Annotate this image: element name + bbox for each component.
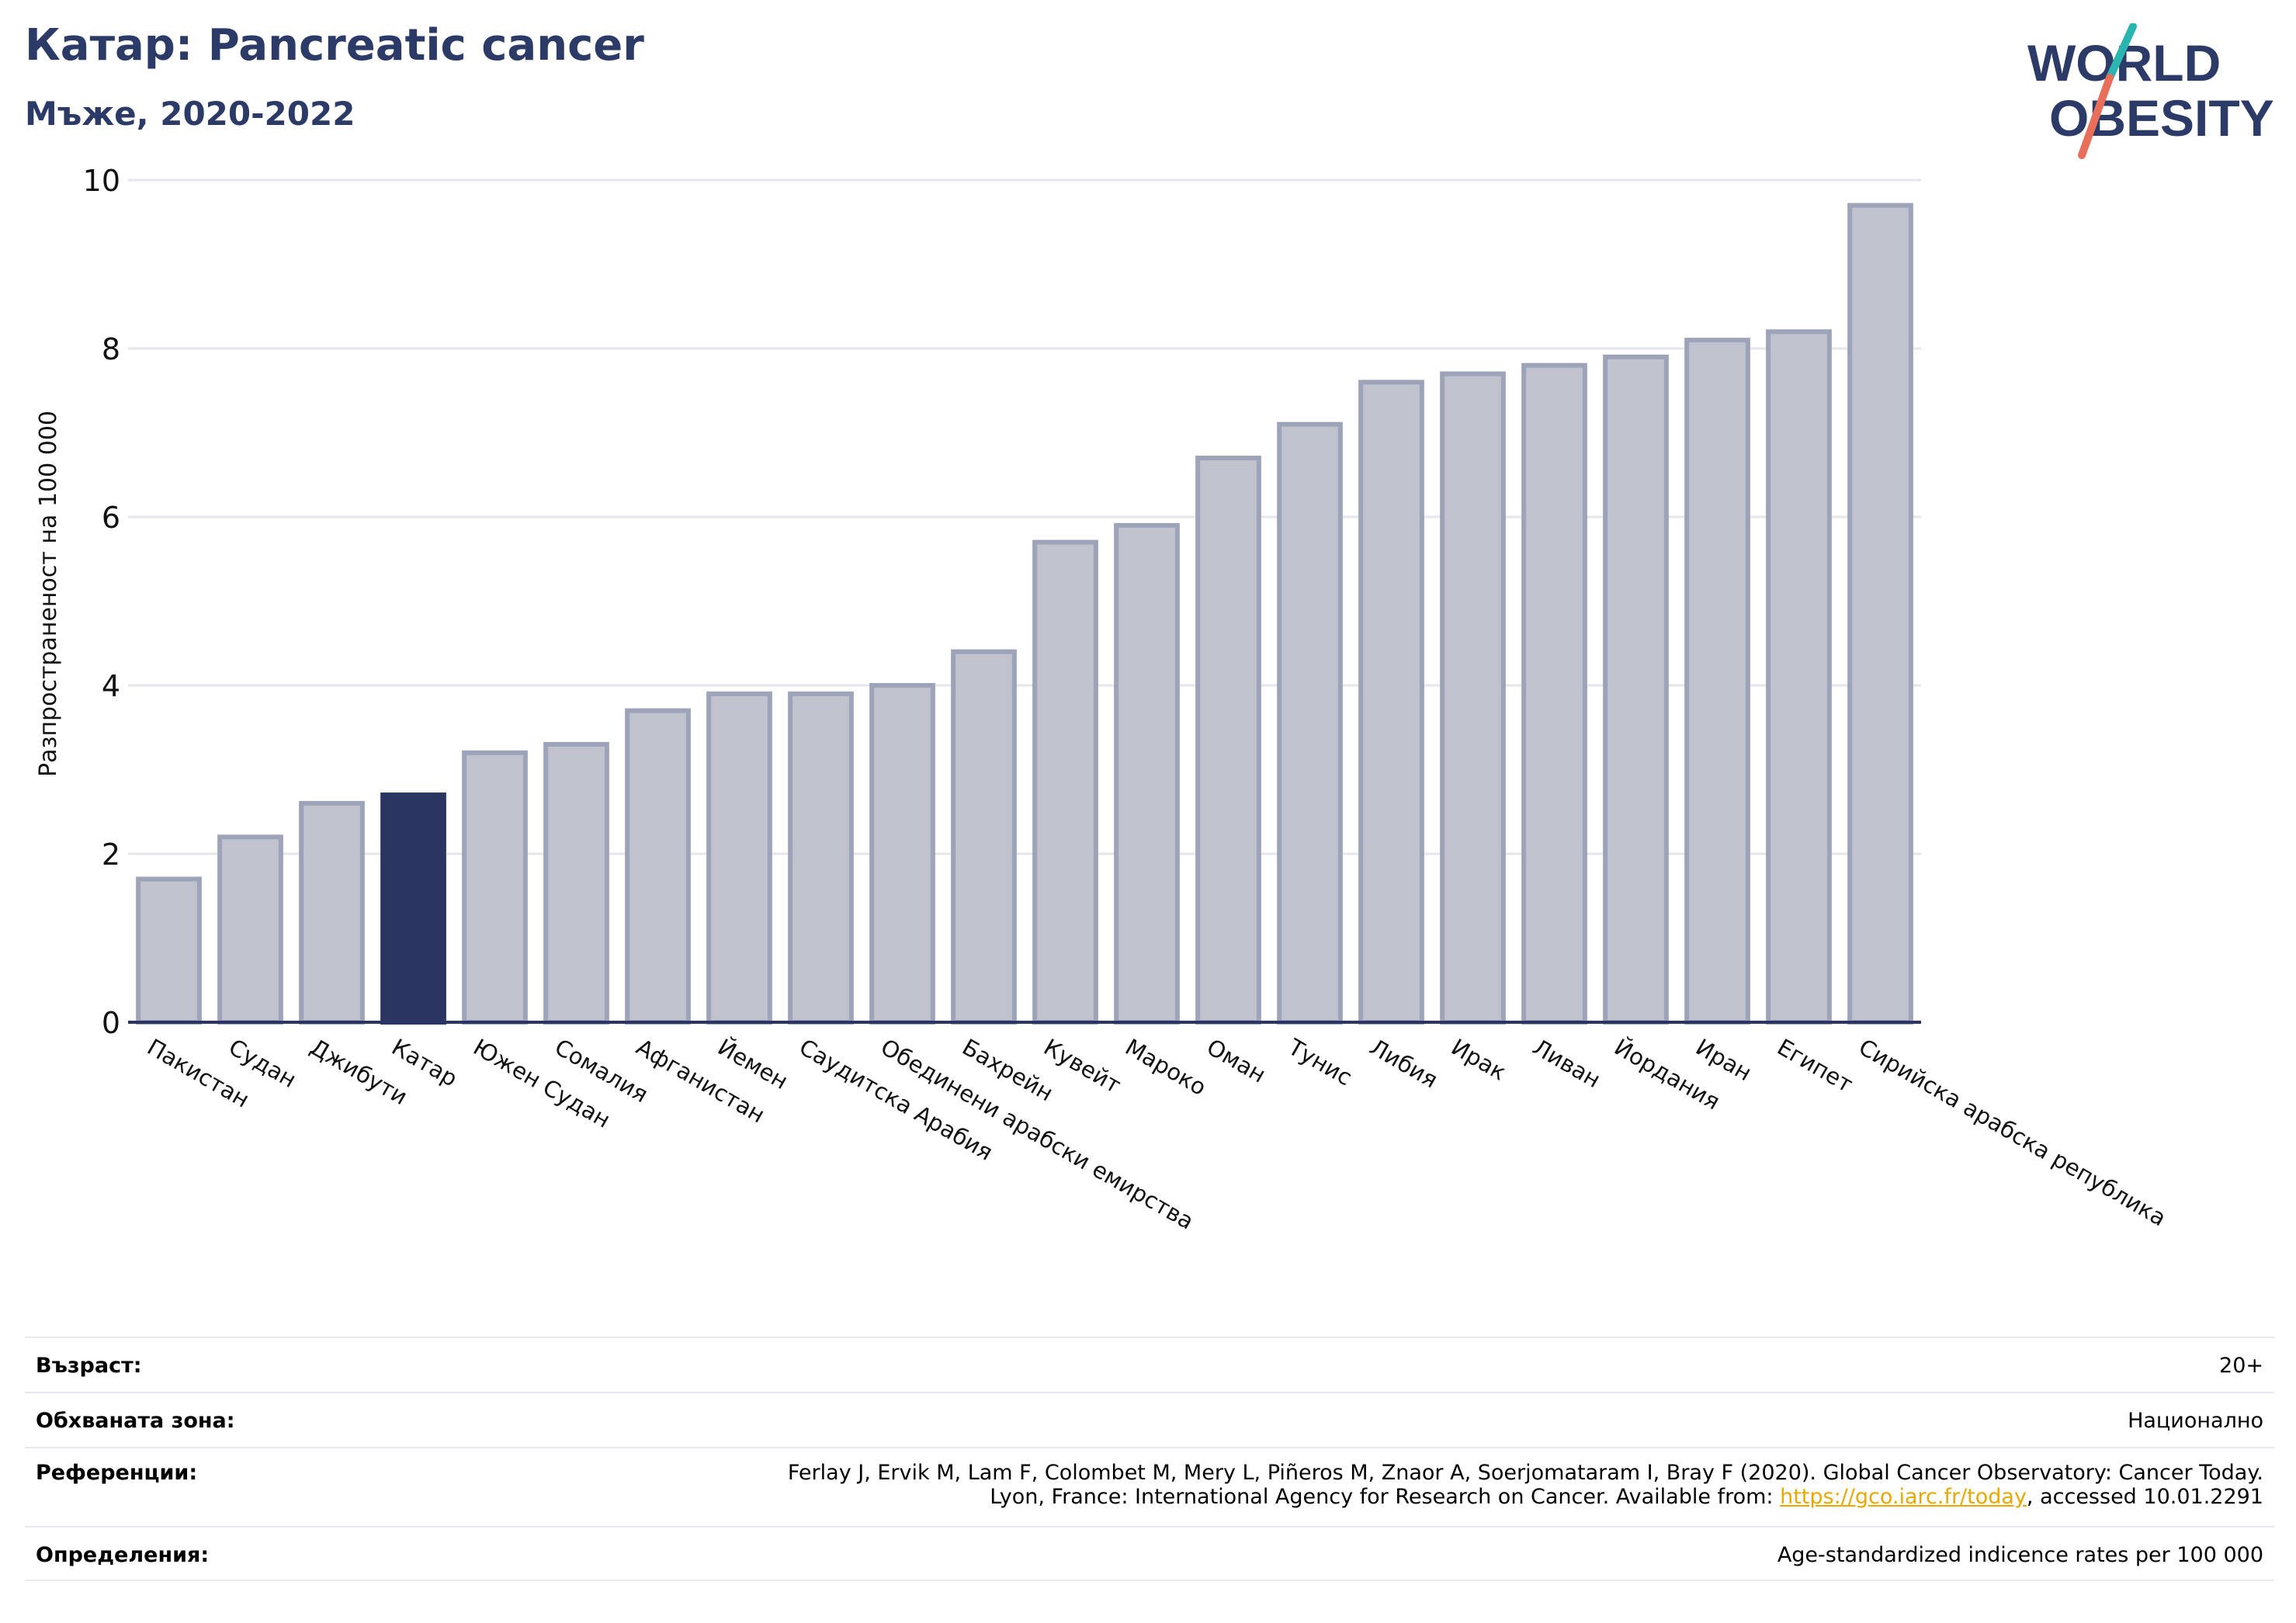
metadata-table: Възраст: 20+ Обхваната зона: Национално … [25,1337,2274,1581]
x-tick-label: Египет [1773,1034,1857,1098]
bar-17 [1521,362,1587,1025]
x-tick-label: Сирийска арабска република [1854,1034,2170,1232]
area-value: Национално [2128,1409,2263,1433]
bar-16 [1440,371,1506,1025]
bar-1 [217,834,283,1025]
bar-4 [462,750,528,1025]
bar-20 [1766,329,1832,1025]
world-obesity-logo: WORLD OBESITY [2027,23,2274,159]
y-tick-label: 4 [102,669,120,703]
bar-7 [706,691,772,1025]
bar-9 [869,683,935,1025]
definitions-label: Определения: [36,1543,210,1567]
bar-12 [1114,522,1180,1025]
x-tick-label: Тунис [1283,1033,1357,1091]
bar-0 [136,876,202,1025]
x-tick-label: Южен Судан [469,1034,615,1133]
bar-15 [1358,380,1424,1025]
y-axis-label: Разпространеност на 100 000 [35,411,62,777]
meta-row-area: Обхваната зона: Национално [25,1392,2274,1447]
reference-line-1: Ferlay J, Ervik M, Lam F, Colombet M, Me… [787,1461,2263,1485]
x-tick-label: Ирак [1447,1034,1510,1086]
x-tick-label: Мароко [1121,1034,1211,1101]
references-value: Ferlay J, Ervik M, Lam F, Colombet M, Me… [788,1461,2263,1509]
logo-slash-bottom [2078,74,2114,159]
bar-14 [1277,421,1343,1025]
bar-2 [299,800,365,1025]
x-tick-label: Либия [1365,1034,1442,1094]
meta-row-definitions: Определения: Age-standardized indicence … [25,1526,2274,1581]
x-tick-label: Ливан [1528,1034,1605,1094]
y-tick-label: 8 [102,332,120,366]
bar-8 [788,691,854,1025]
bar-11 [1032,539,1098,1025]
age-value: 20+ [2219,1354,2263,1378]
x-tick-label: Оман [1202,1034,1271,1088]
bar-3 [380,792,446,1025]
age-label: Възраст: [36,1354,142,1378]
chart-title: Катар: Pancreatic cancer [25,20,644,71]
y-tick-label: 0 [102,1006,120,1040]
y-tick-label: 6 [102,501,120,535]
area-label: Обхваната зона: [36,1409,235,1433]
bar-10 [951,649,1017,1025]
bar-13 [1195,456,1261,1025]
references-label: Референции: [36,1461,198,1485]
bar-21 [1847,203,1913,1025]
chart-subtitle: Мъже, 2020-2022 [25,95,355,133]
logo-slash-top [2106,23,2137,81]
bar-5 [543,741,609,1025]
meta-row-age: Възраст: 20+ [25,1337,2274,1392]
y-tick-label: 10 [83,164,120,198]
bar-6 [625,708,691,1025]
bars [136,203,1913,1025]
y-tick-label: 2 [102,838,120,872]
reference-link[interactable]: https://gco.iarc.fr/today [1780,1485,2027,1509]
definitions-value: Age-standardized indicence rates per 100… [1777,1543,2263,1567]
bar-18 [1603,354,1669,1025]
y-tick-labels: 0 2 4 6 8 10 [83,164,120,1040]
bar-19 [1684,338,1750,1025]
reference-line-2-post: , accessed 10.01.2291 [2026,1485,2263,1509]
meta-row-references: Референции: Ferlay J, Ervik M, Lam F, Co… [25,1447,2274,1526]
reference-line-2-pre: Lyon, France: International Agency for R… [990,1485,1781,1509]
